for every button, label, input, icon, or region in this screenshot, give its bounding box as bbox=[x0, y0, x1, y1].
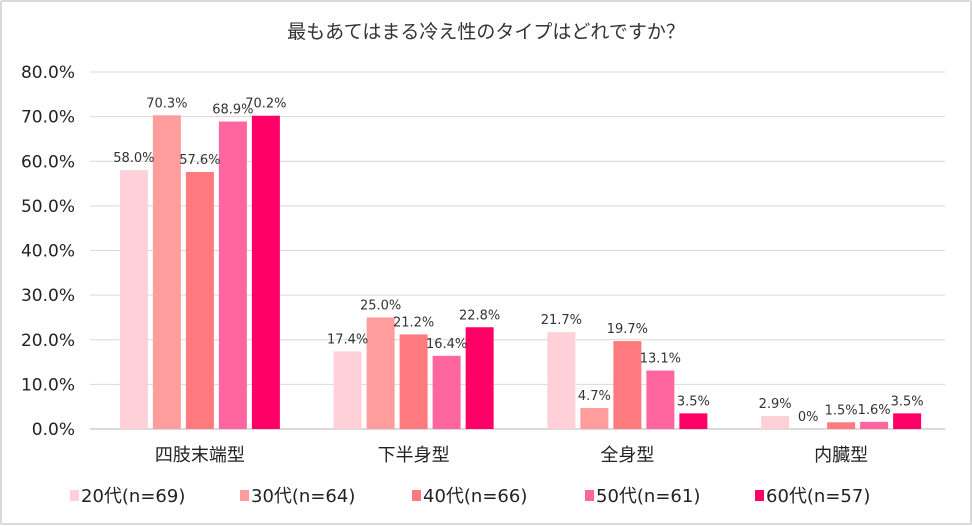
category-label: 全身型 bbox=[600, 445, 654, 466]
legend-swatch bbox=[585, 490, 594, 501]
data-label: 3.5% bbox=[891, 394, 924, 409]
bar bbox=[333, 351, 362, 429]
data-label: 25.0% bbox=[360, 298, 401, 313]
bar bbox=[860, 421, 889, 429]
y-tick-label: 10.0% bbox=[21, 375, 75, 395]
legend-label: 50代(n=61) bbox=[596, 486, 700, 507]
bar bbox=[218, 121, 247, 429]
y-tick-label: 30.0% bbox=[21, 286, 75, 306]
data-label: 70.2% bbox=[245, 97, 286, 112]
bar bbox=[893, 413, 922, 429]
chart-title: 最もあてはまる冷え性のタイプはどれですか？ bbox=[287, 21, 685, 43]
data-label: 3.5% bbox=[677, 394, 710, 409]
bar bbox=[185, 171, 214, 429]
legend-swatch bbox=[412, 490, 421, 501]
bar bbox=[152, 115, 181, 429]
data-label: 1.6% bbox=[858, 403, 891, 418]
legend-label: 20代(n=69) bbox=[81, 486, 185, 507]
bar bbox=[827, 422, 856, 429]
data-label: 57.6% bbox=[179, 153, 220, 168]
y-tick-label: 50.0% bbox=[21, 197, 75, 217]
data-label: 4.7% bbox=[578, 389, 611, 404]
data-label: 21.2% bbox=[393, 315, 434, 330]
data-label: 19.7% bbox=[607, 322, 648, 337]
y-tick-label: 40.0% bbox=[21, 242, 75, 262]
data-label: 0% bbox=[798, 410, 819, 425]
data-label: 2.9% bbox=[759, 397, 792, 412]
y-tick-label: 70.0% bbox=[21, 108, 75, 128]
bar bbox=[679, 413, 708, 429]
data-label: 17.4% bbox=[327, 332, 368, 347]
bar bbox=[761, 416, 790, 429]
data-label: 1.5% bbox=[825, 403, 858, 418]
legend-swatch bbox=[70, 490, 79, 501]
data-label: 70.3% bbox=[146, 96, 187, 111]
category-label: 下半身型 bbox=[378, 445, 450, 466]
data-label: 13.1% bbox=[640, 352, 681, 367]
data-label: 68.9% bbox=[212, 103, 253, 118]
legend-swatch bbox=[755, 490, 764, 501]
bar bbox=[465, 327, 494, 429]
bar bbox=[119, 170, 148, 430]
bar bbox=[547, 332, 576, 429]
bar bbox=[251, 115, 280, 430]
y-tick-label: 80.0% bbox=[21, 63, 75, 83]
bar bbox=[646, 370, 675, 429]
y-tick-label: 0.0% bbox=[32, 420, 75, 440]
bar bbox=[432, 355, 461, 429]
legend-label: 60代(n=57) bbox=[766, 486, 870, 507]
data-label: 16.4% bbox=[426, 337, 467, 352]
y-tick-label: 60.0% bbox=[21, 152, 75, 172]
bar bbox=[366, 317, 395, 429]
legend-label: 30代(n=64) bbox=[251, 486, 355, 507]
data-label: 58.0% bbox=[113, 151, 154, 166]
bar bbox=[613, 341, 642, 429]
category-label: 内臓型 bbox=[814, 445, 868, 466]
legend-label: 40代(n=66) bbox=[423, 486, 527, 507]
bar bbox=[399, 334, 428, 429]
y-tick-label: 20.0% bbox=[21, 331, 75, 351]
category-label: 四肢末端型 bbox=[155, 445, 245, 466]
bar bbox=[580, 408, 609, 429]
data-label: 22.8% bbox=[459, 308, 500, 323]
data-label: 21.7% bbox=[541, 313, 582, 328]
legend-swatch bbox=[240, 490, 249, 501]
